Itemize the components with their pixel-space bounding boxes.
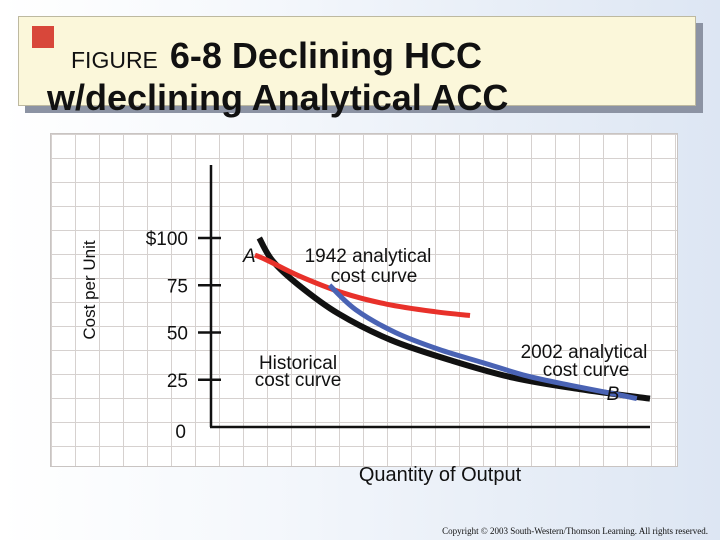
figure-number-title: 6-8 Declining HCC (169, 35, 482, 76)
label-2002-line1: 2002 analytical (521, 342, 648, 363)
title-line-2: w/declining Analytical ACC (47, 77, 509, 118)
y-tick-label: 25 (167, 371, 188, 392)
copyright-note: Copyright © 2003 South-Western/Thomson L… (442, 526, 708, 536)
label-2002-line2: cost curve (543, 360, 630, 381)
title-line-1: FIGURE 6-8 Declining HCC (71, 35, 482, 77)
y-ticks: $100 75 50 25 0 (146, 229, 221, 443)
curves (253, 236, 651, 402)
point-a-label: A (242, 246, 256, 267)
y-tick-label: 75 (167, 276, 188, 297)
title-box: FIGURE 6-8 Declining HCC w/declining Anal… (18, 16, 696, 118)
y-tick-label: 50 (167, 324, 188, 345)
point-b-label: B (607, 384, 620, 405)
x-axis-label: Quantity of Output (359, 464, 522, 486)
curve-analytical-2002 (327, 283, 638, 402)
y-tick-label: $100 (146, 229, 188, 250)
label-historical-line1: Historical (259, 353, 337, 374)
label-historical-line2: cost curve (255, 370, 342, 391)
axes (209, 165, 650, 429)
title-square-icon (32, 26, 54, 48)
y-tick-label: 0 (175, 422, 186, 443)
curve-analytical-1942 (253, 252, 471, 318)
label-1942-line1: 1942 analytical (305, 246, 432, 267)
chart-annotations: A 1942 analytical cost curve Historical … (242, 246, 647, 486)
label-1942-line2: cost curve (331, 266, 418, 287)
figure-label: FIGURE (71, 47, 158, 73)
